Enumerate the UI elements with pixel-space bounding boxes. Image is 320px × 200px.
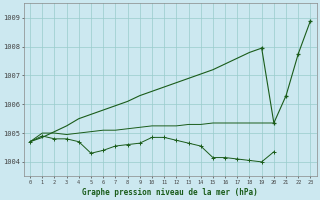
- X-axis label: Graphe pression niveau de la mer (hPa): Graphe pression niveau de la mer (hPa): [82, 188, 258, 197]
